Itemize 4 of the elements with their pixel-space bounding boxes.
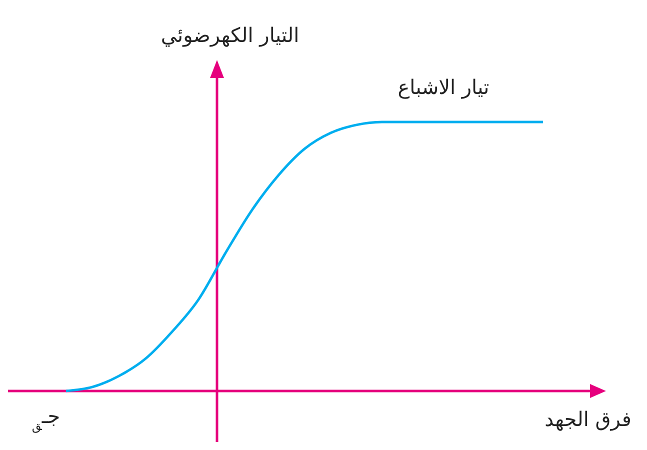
- x-axis-title: فرق الجهد: [544, 407, 632, 431]
- y-axis-title: التيار الكهرضوئي: [160, 23, 300, 47]
- text: جـ$_{ق}$: [32, 404, 60, 433]
- annotation: تيار الاشباع: [398, 75, 490, 99]
